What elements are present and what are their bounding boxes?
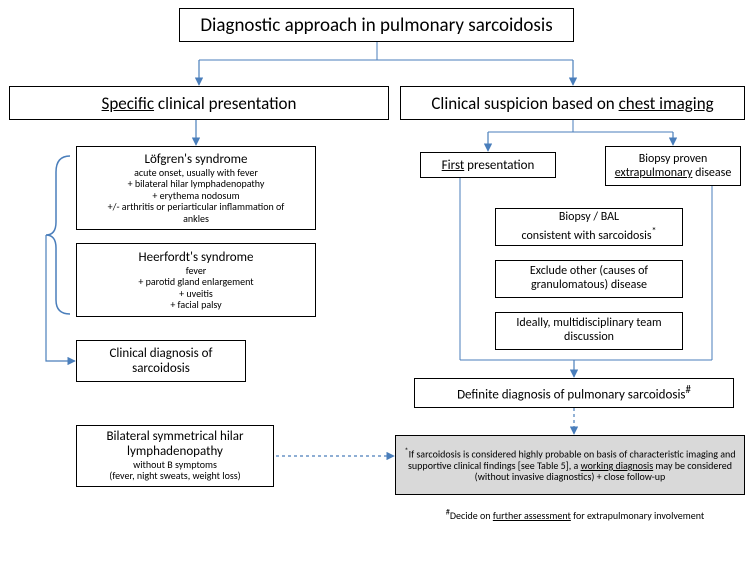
bhl-box: Bilateral symmetrical hilar lymphadenopa…	[76, 425, 274, 487]
bhl-title: Bilateral symmetrical hilar lymphadenopa…	[83, 430, 267, 459]
heerfordt-line3: + facial palsy	[170, 299, 221, 311]
grey-box: *If sarcoidosis is considered highly pro…	[395, 435, 745, 495]
clin-diag-box: Clinical diagnosis of sarcoidosis	[76, 340, 246, 382]
title-box: Diagnostic approach in pulmonary sarcoid…	[179, 8, 574, 42]
mdt-box: Ideally, multidisciplinary team discussi…	[495, 312, 683, 350]
footnote-text: #Decide on further assessment for extrap…	[446, 509, 705, 522]
title-text: Diagnostic approach in pulmonary sarcoid…	[200, 14, 552, 37]
bal-box: Biopsy / BALconsistent with sarcoidosis*	[495, 208, 683, 246]
lofgren-line4: ankles	[183, 213, 209, 225]
chest-text: Clinical suspicion based on chest imagin…	[431, 93, 713, 114]
heerfordt-title: Heerfordt's syndrome	[139, 250, 254, 265]
specific-box: Specific clinical presentation	[9, 86, 389, 120]
first-text: First presentation	[442, 158, 535, 173]
lofgren-box: Löfgren's syndrome acute onset, usually …	[76, 146, 316, 230]
mdt-text: Ideally, multidisciplinary team discussi…	[502, 317, 676, 345]
bhl-sub2: (fever, night sweats, weight loss)	[109, 470, 240, 482]
bal-text: Biopsy / BALconsistent with sarcoidosis*	[521, 211, 656, 244]
footnote: #Decide on further assessment for extrap…	[425, 508, 725, 522]
lofgren-title: Löfgren's syndrome	[144, 152, 247, 167]
definite-box: Definite diagnosis of pulmonary sarcoido…	[414, 378, 734, 408]
biopsy-extra-box: Biopsy proven extrapulmonary disease	[605, 146, 741, 186]
definite-text: Definite diagnosis of pulmonary sarcoido…	[457, 383, 691, 402]
clin-diag-text: Clinical diagnosis of sarcoidosis	[83, 346, 239, 376]
specific-text: Specific clinical presentation	[102, 93, 297, 114]
heerfordt-line1: + parotid gland enlargement	[138, 276, 253, 288]
chest-box: Clinical suspicion based on chest imagin…	[400, 86, 745, 120]
biopsy-extra-text: Biopsy proven extrapulmonary disease	[612, 152, 734, 180]
heerfordt-box: Heerfordt's syndrome fever + parotid gla…	[76, 243, 316, 317]
exclude-box: Exclude other (causes of granulomatous) …	[495, 260, 683, 298]
grey-text: *If sarcoidosis is considered highly pro…	[402, 447, 738, 483]
exclude-text: Exclude other (causes of granulomatous) …	[502, 265, 676, 293]
first-box: First presentation	[420, 152, 556, 178]
